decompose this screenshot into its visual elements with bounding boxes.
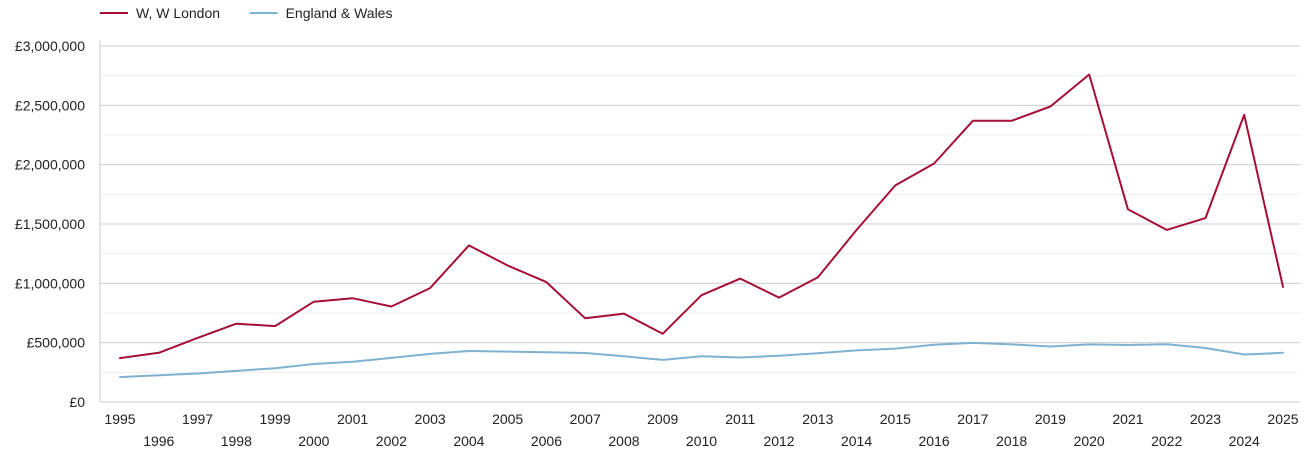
y-tick-label: £3,000,000 — [15, 38, 85, 54]
series-line — [119, 73, 1284, 360]
y-tick-label: £500,000 — [27, 335, 86, 351]
x-tick-label: 2004 — [453, 433, 484, 449]
y-axis: £0 £500,000 £1,000,000 £1,500,000 £2,000,000… — [15, 38, 101, 410]
x-tick-label: 2010 — [686, 433, 717, 449]
x-tick-label: 1999 — [259, 411, 290, 427]
series-lines — [119, 73, 1284, 379]
x-tick-label: 2013 — [802, 411, 833, 427]
x-tick-label: 2007 — [570, 411, 601, 427]
legend-label: England & Wales — [286, 5, 393, 21]
x-tick-label: 2019 — [1035, 411, 1066, 427]
x-tick-label: 2025 — [1267, 411, 1298, 427]
y-tick-label: £1,000,000 — [15, 275, 85, 291]
x-tick-label: 2006 — [531, 433, 562, 449]
series-line — [119, 341, 1284, 379]
gridlines — [100, 45, 1300, 403]
x-tick-label: 1998 — [221, 433, 252, 449]
y-tick-label: £0 — [69, 394, 85, 410]
x-tick-label: 2018 — [996, 433, 1027, 449]
x-tick-label: 2021 — [1112, 411, 1143, 427]
x-tick-label: 2003 — [415, 411, 446, 427]
x-tick-label: 1996 — [143, 433, 174, 449]
x-tick-label: 2016 — [919, 433, 950, 449]
x-tick-label: 2001 — [337, 411, 368, 427]
x-tick-label: 2024 — [1229, 433, 1260, 449]
x-axis: 1995 1996 1997 1998 1999 2000 2001 2002 2003 2004… — [104, 411, 1298, 449]
x-tick-label: 2008 — [608, 433, 639, 449]
x-tick-label: 2009 — [647, 411, 678, 427]
x-tick-label: 2015 — [880, 411, 911, 427]
x-tick-label: 2002 — [376, 433, 407, 449]
y-tick-label: £2,500,000 — [15, 97, 85, 113]
x-tick-label: 1997 — [182, 411, 213, 427]
x-tick-label: 2005 — [492, 411, 523, 427]
legend-label: W, W London — [136, 5, 220, 21]
x-tick-label: 2020 — [1074, 433, 1105, 449]
legend: W, W London England & Wales — [100, 5, 392, 21]
x-tick-label: 2012 — [763, 433, 794, 449]
x-tick-label: 2011 — [725, 411, 755, 427]
y-tick-label: £1,500,000 — [15, 216, 85, 232]
y-tick-label: £2,000,000 — [15, 157, 85, 173]
x-tick-label: 2023 — [1190, 411, 1221, 427]
x-tick-label: 2017 — [957, 411, 988, 427]
x-tick-label: 2014 — [841, 433, 872, 449]
x-tick-label: 2000 — [298, 433, 329, 449]
x-tick-label: 1995 — [104, 411, 135, 427]
x-tick-label: 2022 — [1151, 433, 1182, 449]
